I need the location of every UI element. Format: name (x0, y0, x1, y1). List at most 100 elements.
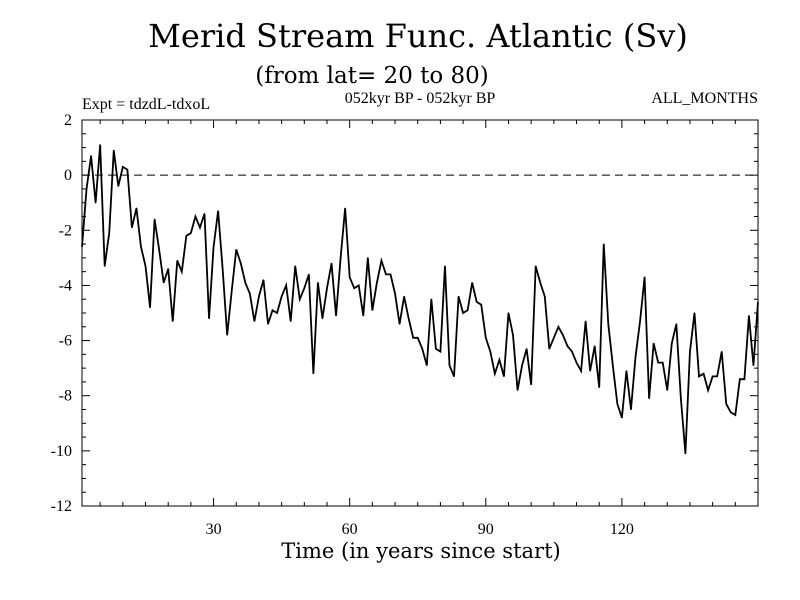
data-point (734, 414, 736, 416)
data-point (503, 375, 505, 378)
data-point (258, 295, 260, 298)
data-point (580, 370, 582, 372)
data-point (262, 279, 265, 281)
data-point (621, 417, 623, 419)
data-point (476, 301, 478, 303)
data-point (231, 290, 233, 292)
data-point (557, 326, 559, 328)
data-point (544, 295, 546, 298)
data-point (126, 169, 128, 171)
data-point (199, 226, 201, 229)
data-point (702, 373, 705, 375)
data-point (335, 315, 337, 317)
data-point (144, 265, 147, 267)
data-point (95, 202, 97, 204)
data-point (625, 370, 628, 372)
chart-subtitle: (from lat= 20 to 80) (255, 63, 489, 89)
data-point (498, 359, 500, 361)
data-point (326, 287, 328, 289)
y-tick-label: -10 (51, 443, 72, 460)
data-point (253, 320, 256, 322)
y-tick-label: 0 (64, 167, 72, 184)
data-point (330, 262, 333, 264)
data-point (421, 348, 423, 350)
data-point (90, 155, 92, 157)
data-point (489, 351, 491, 353)
data-point (730, 411, 732, 413)
x-tick-label: 60 (342, 521, 358, 538)
data-point (675, 323, 677, 325)
data-point (598, 386, 600, 389)
x-tick-label: 120 (610, 521, 634, 538)
data-point (235, 248, 237, 251)
data-point (403, 295, 405, 298)
data-point (362, 315, 364, 317)
y-tick-label: -8 (59, 388, 72, 405)
data-point (643, 276, 646, 278)
data-point (308, 273, 310, 275)
data-point (698, 375, 700, 378)
data-point (244, 282, 246, 284)
y-tick-label: -6 (59, 333, 72, 350)
data-point (380, 260, 383, 262)
data-point (530, 384, 532, 386)
data-point (321, 317, 324, 320)
data-point (521, 364, 523, 366)
data-point (680, 397, 682, 400)
y-tick-label: 2 (64, 112, 72, 129)
x-tick-label: 90 (478, 521, 494, 538)
data-point (353, 287, 355, 289)
data-point (725, 403, 727, 405)
data-point (471, 282, 473, 284)
data-point (666, 389, 668, 391)
y-tick-label: -12 (51, 498, 72, 515)
data-point (548, 348, 550, 350)
data-point (208, 317, 210, 320)
data-point (135, 207, 138, 209)
data-point (276, 312, 278, 314)
data-point (158, 248, 160, 251)
data-point (453, 375, 455, 378)
data-point (226, 334, 228, 336)
data-point (426, 364, 428, 366)
data-point (340, 257, 342, 259)
data-point (222, 268, 224, 270)
x-axis-label: Time (in years since start) (281, 539, 560, 563)
data-point (485, 337, 487, 339)
data-point (575, 362, 578, 364)
data-point (662, 362, 664, 364)
data-point (743, 378, 745, 380)
data-point (444, 265, 446, 267)
data-point (480, 304, 482, 306)
data-point (176, 260, 178, 262)
data-point (81, 246, 83, 248)
data-point (707, 389, 709, 391)
data-point (467, 309, 469, 311)
data-point (566, 345, 569, 347)
data-point (108, 232, 110, 234)
data-point (371, 309, 373, 311)
data-point (653, 342, 655, 344)
data-point (612, 364, 614, 366)
data-point (757, 301, 759, 303)
data-point (716, 375, 718, 378)
data-point (657, 362, 659, 364)
experiment-label: Expt = tdzdL-tdxoL (82, 96, 210, 113)
data-point (494, 373, 496, 375)
data-point (584, 320, 587, 322)
data-point (194, 215, 197, 218)
data-point (616, 403, 618, 405)
plot-frame (81, 119, 759, 507)
x-axis: 30 60 90 120 (99, 120, 736, 538)
y-tick-label: -4 (59, 277, 72, 294)
data-point (721, 351, 723, 353)
data-point (448, 364, 451, 366)
data-point (190, 232, 192, 234)
data-point (385, 273, 387, 275)
data-point (285, 284, 287, 287)
data-point (217, 210, 219, 212)
data-point (526, 348, 528, 350)
data-point (594, 345, 596, 347)
data-point (349, 276, 351, 278)
data-point (412, 337, 414, 339)
